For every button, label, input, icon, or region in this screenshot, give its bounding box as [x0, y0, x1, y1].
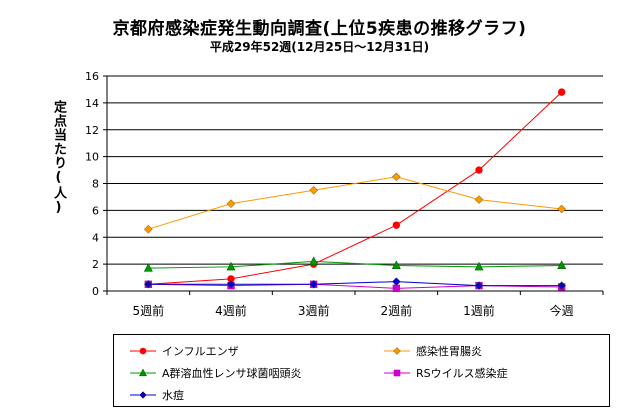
x-tick-label: 4週前	[215, 303, 247, 318]
series-line	[148, 91, 563, 285]
legend-label: A群溶血性レンサ球菌咽頭炎	[162, 367, 302, 380]
data-point	[392, 284, 401, 293]
y-tick-label: 10	[85, 151, 99, 164]
legend-item: インフルエンザ	[128, 341, 239, 361]
data-point	[393, 369, 401, 377]
legend-label: 感染性胃腸炎	[416, 345, 482, 358]
data-point	[475, 166, 483, 174]
data-point	[474, 195, 484, 204]
data-point	[391, 277, 401, 286]
legend-label: RSウイルス感染症	[416, 367, 508, 380]
legend-item: 感染性胃腸炎	[382, 341, 482, 361]
legend-swatch	[384, 347, 410, 355]
chart-subtitle: 平成29年52週(12月25日〜12月31日)	[209, 40, 430, 54]
chart-title: 京都府感染症発生動向調査(上位5疾患の推移グラフ)	[112, 19, 527, 39]
data-point	[139, 347, 147, 355]
data-point	[143, 224, 153, 234]
y-tick-label: 2	[92, 258, 99, 271]
x-tick-label: 5週前	[133, 303, 165, 318]
y-tick-label: 6	[92, 204, 99, 217]
x-tick-label: 今週	[550, 303, 574, 318]
x-tick-label: 2週前	[381, 303, 413, 318]
y-tick-label: 12	[85, 124, 99, 137]
data-point	[309, 256, 319, 265]
legend-swatch	[130, 368, 156, 377]
data-point	[557, 88, 566, 96]
data-point	[393, 347, 401, 355]
data-point	[226, 199, 236, 209]
data-point	[391, 172, 401, 182]
series-line	[148, 176, 562, 230]
series-line	[148, 281, 562, 287]
y-tick-label: 0	[92, 285, 99, 298]
legend-label: インフルエンザ	[162, 345, 239, 358]
series-line	[148, 283, 562, 289]
y-tick-label: 14	[85, 97, 99, 110]
x-tick-label: 1週前	[463, 303, 495, 318]
series-1	[143, 172, 567, 234]
legend-swatch	[130, 391, 156, 399]
y-tick-label: 8	[92, 178, 99, 191]
legend-swatch	[130, 347, 156, 355]
series-line	[148, 260, 562, 269]
series-4	[143, 277, 567, 290]
data-point	[143, 263, 153, 272]
data-point	[391, 260, 401, 269]
data-point	[557, 204, 567, 214]
data-point	[309, 185, 319, 195]
data-point	[557, 281, 567, 290]
y-tick-label: 4	[92, 231, 99, 244]
line-chart: 0 2 4 6 8 10 12 14 16 5週前 4週前 3週前 2週前 1週前 今週	[85, 70, 604, 318]
y-axis-label: 定点当たり(人)	[51, 100, 66, 216]
data-point	[392, 221, 401, 229]
y-tick-label: 16	[85, 70, 99, 83]
legend-swatch	[384, 369, 410, 377]
legend-item: A群溶血性レンサ球菌咽頭炎	[128, 363, 302, 383]
data-point	[139, 391, 147, 399]
data-point	[139, 368, 147, 377]
data-point	[309, 279, 319, 289]
data-point	[474, 281, 484, 290]
x-tick-label: 3週前	[298, 303, 330, 318]
legend-item: RSウイルス感染症	[382, 363, 508, 383]
legend-item: 水痘	[128, 385, 184, 405]
legend-label: 水痘	[162, 389, 184, 402]
series-2	[143, 256, 567, 272]
data-point	[226, 261, 236, 271]
legend: インフルエンザ 感染性胃腸炎 A群溶血性レンサ球菌咽頭炎 RSウイルス感染症水痘	[113, 334, 610, 407]
data-point	[226, 279, 236, 289]
data-point	[557, 260, 567, 269]
data-point	[474, 261, 484, 271]
series-0	[144, 88, 566, 288]
data-point	[143, 279, 153, 289]
